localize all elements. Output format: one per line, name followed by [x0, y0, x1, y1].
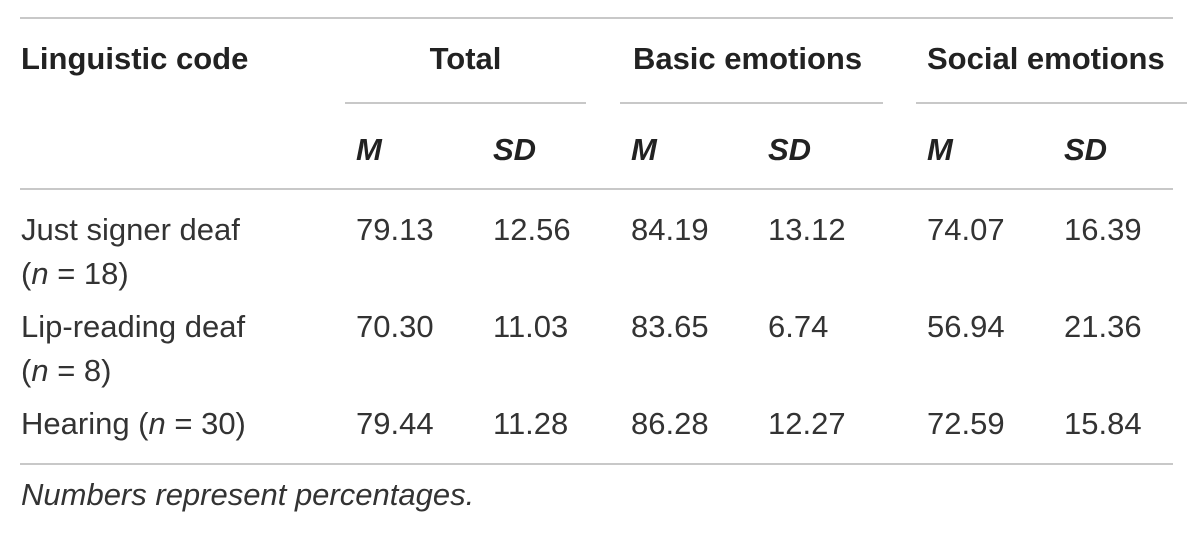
header-rule [20, 188, 1173, 190]
header-basic-emotions: Basic emotions [632, 41, 863, 76]
table-cell: 56.94 [927, 309, 1005, 344]
table-cell: 83.65 [631, 309, 709, 344]
subheader-basic-m: M [631, 132, 657, 167]
subheader-total-m: M [356, 132, 382, 167]
table-cell: 70.30 [356, 309, 434, 344]
table-cell: 79.13 [356, 212, 434, 247]
row-label-n: (n = 8) [21, 353, 112, 388]
group-rule-social-emotions [916, 102, 1187, 104]
table-cell: 21.36 [1064, 309, 1142, 344]
header-social-emotions: Social emotions [927, 41, 1165, 76]
row-label: Hearing (n = 30) [21, 406, 246, 441]
table-note: Numbers represent percentages. [21, 477, 475, 512]
table-cell: 74.07 [927, 212, 1005, 247]
table-cell: 11.28 [493, 406, 569, 441]
table-cell: 6.74 [768, 309, 829, 344]
bottom-rule [20, 463, 1173, 465]
subheader-total-sd: SD [493, 132, 537, 167]
header-total: Total [429, 41, 502, 76]
table-cell: 13.12 [768, 212, 846, 247]
table-cell: 12.27 [768, 406, 846, 441]
table-cell: 84.19 [631, 212, 709, 247]
subheader-basic-sd: SD [768, 132, 812, 167]
table-cell: 72.59 [927, 406, 1005, 441]
table-cell: 12.56 [493, 212, 571, 247]
top-rule [20, 17, 1173, 19]
table-cell: 79.44 [356, 406, 434, 441]
row-label: Lip-reading deaf [21, 309, 246, 344]
table-cell: 11.03 [493, 309, 569, 344]
row-label: Just signer deaf [21, 212, 240, 247]
table-cell: 86.28 [631, 406, 709, 441]
table-cell: 15.84 [1064, 406, 1142, 441]
group-rule-basic-emotions [620, 102, 883, 104]
group-rule-total [345, 102, 586, 104]
subheader-social-m: M [927, 132, 953, 167]
table-cell: 16.39 [1064, 212, 1142, 247]
subheader-social-sd: SD [1064, 132, 1108, 167]
header-linguistic-code: Linguistic code [21, 41, 249, 76]
row-label-n: (n = 18) [21, 256, 129, 291]
